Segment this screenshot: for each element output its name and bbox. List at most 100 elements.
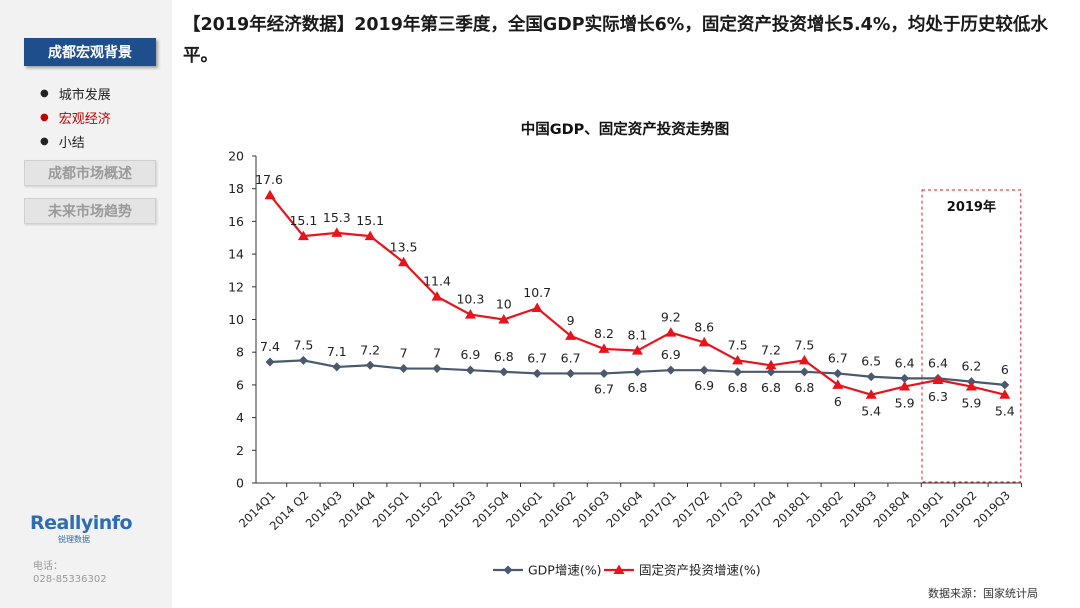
data-point-marker <box>631 345 643 355</box>
data-point-marker <box>1000 380 1010 390</box>
y-tick-label: 8 <box>236 345 244 360</box>
y-tick-label: 20 <box>228 149 244 164</box>
nav-section-future-trends[interactable]: 未来市场趋势 <box>24 198 156 224</box>
sidebar: 成都宏观背景 ● 城市发展 ● 宏观经济 ● 小结 成都市场概述 未来市场趋势 … <box>0 0 172 608</box>
gdp-data-label: 7.4 <box>260 339 280 354</box>
x-tick-label: 2019Q3 <box>971 488 1013 530</box>
data-point-marker <box>498 314 510 324</box>
legend-investment-label: 固定资产投资增速(%) <box>639 563 761 578</box>
legend-investment-marker <box>613 564 625 574</box>
data-point-marker <box>431 291 443 301</box>
gdp-data-label: 6.4 <box>928 355 948 370</box>
data-point-marker <box>833 368 843 378</box>
data-point-marker <box>866 372 876 382</box>
data-point-marker <box>598 343 610 353</box>
bullet-icon: ● <box>40 112 49 123</box>
legend-gdp-label: GDP增速(%) <box>528 563 601 578</box>
data-point-marker <box>733 367 743 377</box>
investment-data-label: 8.6 <box>694 319 714 334</box>
data-point-marker <box>699 365 709 375</box>
investment-data-label: 15.3 <box>323 210 351 225</box>
investment-data-label: 9.2 <box>661 310 681 325</box>
highlight-box <box>921 189 1022 483</box>
gdp-data-label: 7.1 <box>327 344 347 359</box>
investment-data-label: 6 <box>834 394 842 409</box>
gdp-data-label: 6.8 <box>761 380 781 395</box>
investment-data-label: 11.4 <box>423 274 451 289</box>
investment-data-label: 5.9 <box>895 396 915 411</box>
y-tick-label: 16 <box>228 214 244 229</box>
data-point-marker <box>932 374 944 384</box>
data-point-marker <box>464 309 476 319</box>
gdp-data-label: 6.4 <box>895 355 915 370</box>
investment-data-label: 5.4 <box>861 404 881 419</box>
investment-data-label: 15.1 <box>289 213 317 228</box>
y-tick-label: 6 <box>236 377 244 392</box>
contact-label: 电话： <box>33 561 63 572</box>
gdp-data-label: 6.9 <box>460 347 480 362</box>
data-point-marker <box>332 362 342 372</box>
investment-data-label: 6.3 <box>928 389 948 404</box>
investment-data-label: 9 <box>567 313 575 328</box>
highlight-label: 2019年 <box>947 199 996 215</box>
data-point-marker <box>398 256 410 267</box>
data-point-marker <box>666 365 676 375</box>
data-point-marker <box>698 336 710 347</box>
gdp-data-label: 7.2 <box>360 342 380 357</box>
bullet-icon: ● <box>40 88 49 99</box>
data-point-marker <box>665 327 677 337</box>
investment-data-label: 10.3 <box>456 292 484 307</box>
nav-section-market-overview[interactable]: 成都市场概述 <box>24 160 156 186</box>
data-point-marker <box>297 230 309 241</box>
nav-sub-item-city-development[interactable]: ● 城市发展 <box>40 84 160 103</box>
data-point-marker <box>865 389 877 399</box>
data-point-marker <box>566 368 576 378</box>
data-point-marker <box>531 302 543 313</box>
gdp-data-label: 6.9 <box>694 378 714 393</box>
data-source: 数据来源：国家统计局 <box>928 587 1038 600</box>
data-point-marker <box>832 379 844 389</box>
nav-sub-item-macro-economy[interactable]: ● 宏观经济 <box>40 108 160 127</box>
gdp-data-label: 6 <box>1001 362 1009 377</box>
data-point-marker <box>732 354 744 365</box>
gdp-data-label: 6.7 <box>594 381 614 396</box>
nav-section-macro-background[interactable]: 成都宏观背景 <box>24 38 156 66</box>
company-logo: Reallyinfo <box>30 512 133 534</box>
gdp-data-label: 6.5 <box>861 354 881 369</box>
contact-phone: 028-85336302 <box>33 574 107 585</box>
gdp-data-label: 6.7 <box>527 350 547 365</box>
investment-data-label: 8.1 <box>627 328 647 343</box>
y-tick-label: 18 <box>228 181 244 196</box>
gdp-data-label: 6.8 <box>794 380 814 395</box>
y-tick-label: 0 <box>236 476 244 491</box>
data-point-marker <box>365 360 375 370</box>
y-tick-label: 10 <box>228 312 244 327</box>
data-point-marker <box>766 367 776 377</box>
gdp-data-label: 7 <box>400 346 408 361</box>
y-tick-label: 12 <box>228 279 244 294</box>
investment-data-label: 8.2 <box>594 326 614 341</box>
chart-title: 中国GDP、固定资产投资走势图 <box>520 122 730 138</box>
headline: 【2019年经济数据】2019年第三季度，全国GDP实际增长6%，固定资产投资增… <box>183 15 1048 66</box>
investment-data-label: 5.9 <box>961 396 981 411</box>
data-point-marker <box>364 230 376 241</box>
investment-data-label: 7.2 <box>761 342 781 357</box>
contact-info: 电话： 028-85336302 <box>33 560 107 586</box>
nav-sub-item-label: 城市发展 <box>58 88 111 103</box>
data-point-marker <box>899 381 911 391</box>
data-point-marker <box>565 330 577 340</box>
gdp-data-label: 6.7 <box>561 350 581 365</box>
data-point-marker <box>999 389 1011 399</box>
data-point-marker <box>965 381 977 391</box>
nav-sub-item-summary[interactable]: ● 小结 <box>40 132 160 151</box>
gdp-data-label: 6.8 <box>627 380 647 395</box>
data-point-marker <box>532 368 542 378</box>
data-point-marker <box>499 367 509 377</box>
data-point-marker <box>599 368 609 378</box>
investment-data-label: 10 <box>496 297 512 312</box>
nav-sub-item-label: 宏观经济 <box>58 112 111 127</box>
data-point-marker <box>264 189 276 200</box>
investment-data-label: 5.4 <box>995 404 1015 419</box>
investment-data-label: 15.1 <box>356 213 384 228</box>
